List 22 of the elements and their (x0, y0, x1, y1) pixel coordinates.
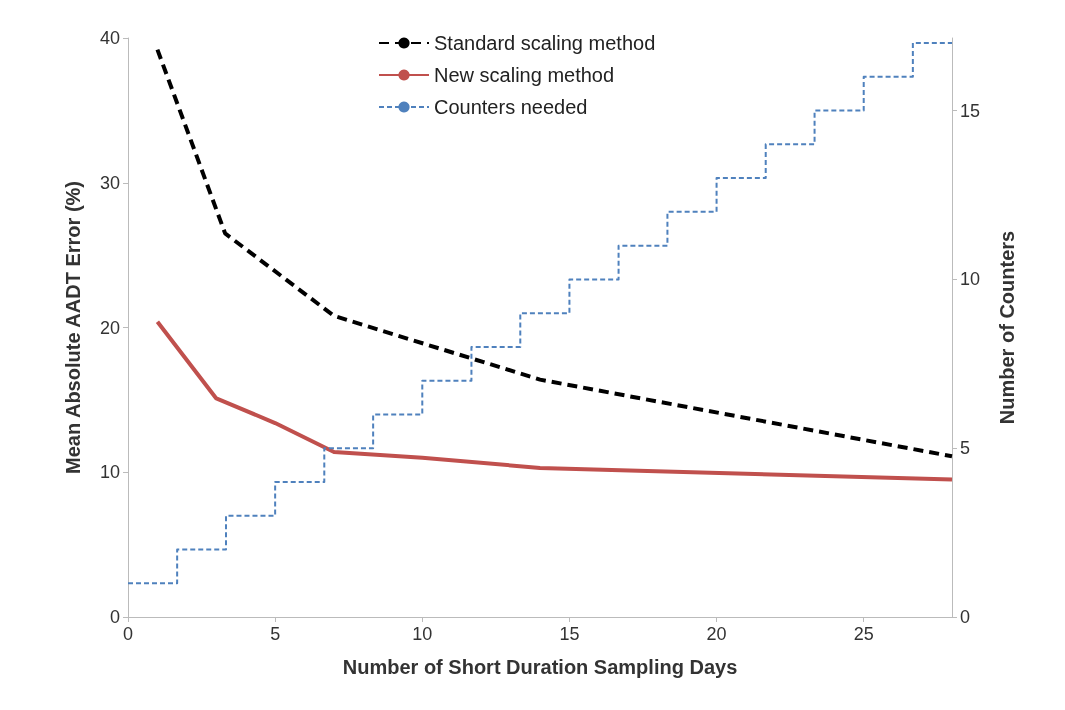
y2-tick-label: 5 (960, 438, 971, 459)
x-axis-title: Number of Short Duration Sampling Days (342, 656, 738, 678)
legend-label: New scaling method (434, 64, 615, 86)
y-tick-label: 10 (99, 462, 120, 483)
y2-tick-label: 10 (960, 269, 981, 290)
line-series (155, 319, 954, 482)
x-tick-label: 20 (706, 624, 727, 644)
x-tick-label: 0 (122, 624, 134, 644)
x-tick-label: 15 (559, 624, 580, 644)
legend-label: Standard scaling method (434, 32, 656, 54)
x-tick-label: 25 (853, 624, 874, 644)
y-tick-label: 20 (99, 317, 120, 338)
y-axis-title: Mean Absolute AADT Error (%) (62, 181, 84, 474)
y-tick-label: 0 (109, 607, 120, 627)
y2-tick-label: 0 (960, 607, 971, 627)
legend-label: Counters needed (434, 96, 588, 118)
x-tick-label: 10 (412, 624, 433, 644)
y2-axis-title: Number of Counters (996, 230, 1018, 425)
y-tick-label: 30 (99, 172, 120, 193)
y-tick-label: 40 (99, 28, 120, 48)
x-tick-label: 5 (270, 624, 281, 644)
y2-tick-label: 15 (960, 100, 981, 121)
